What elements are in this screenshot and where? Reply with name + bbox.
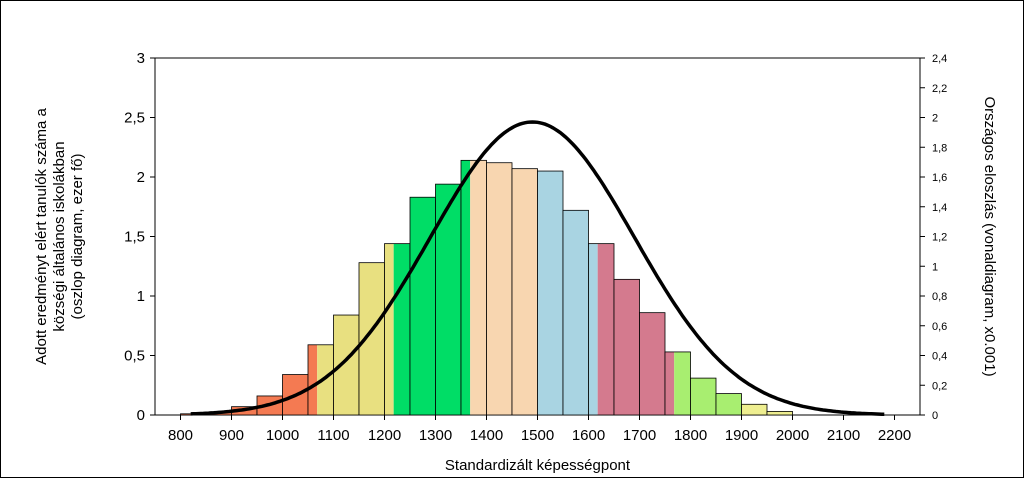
x-tick-label: 1100 bbox=[317, 427, 349, 444]
y2-tick-label: 0,4 bbox=[932, 351, 947, 363]
y-axis-label-line: Adott eredményt elért tanulók száma a bbox=[33, 107, 50, 364]
x-tick-label: 1500 bbox=[521, 427, 554, 444]
y2-tick-label: 2,2 bbox=[932, 83, 947, 95]
bar bbox=[409, 196, 436, 416]
bar bbox=[486, 162, 513, 416]
y-tick-label: 1 bbox=[137, 288, 145, 305]
y2-tick-label: 2 bbox=[932, 113, 938, 125]
x-tick-label: 1000 bbox=[266, 427, 299, 444]
bar bbox=[690, 377, 717, 416]
x-tick-label: 1300 bbox=[419, 427, 452, 444]
y-tick-label: 2,5 bbox=[124, 110, 145, 127]
bar bbox=[384, 243, 411, 416]
y-axis-label-line: (oszlop diagram, ezer fő) bbox=[69, 154, 86, 320]
x-tick-label: 1200 bbox=[368, 427, 401, 444]
y-tick-label: 0,5 bbox=[124, 348, 145, 365]
y2-tick-label: 0,6 bbox=[932, 321, 947, 333]
bar bbox=[639, 312, 666, 416]
y2-axis-label: Országos eloszlás (vonaldiagram, x0.001) bbox=[981, 96, 998, 376]
y-tick-label: 2 bbox=[137, 169, 145, 186]
x-tick-label: 1600 bbox=[572, 427, 605, 444]
x-tick-label: 1400 bbox=[470, 427, 503, 444]
y-tick-label: 3 bbox=[137, 50, 145, 67]
x-tick-label: 1900 bbox=[725, 427, 758, 444]
bar bbox=[562, 209, 589, 416]
bar bbox=[460, 159, 487, 416]
x-tick-label: 1800 bbox=[674, 427, 707, 444]
bar bbox=[715, 393, 742, 416]
axes: 800 900 1000 1100 1200 1300 1400 1500 1600 1700 18… bbox=[124, 50, 947, 444]
distribution-line-layer bbox=[190, 120, 885, 416]
bar bbox=[741, 403, 768, 416]
x-tick-label: 800 bbox=[168, 427, 193, 444]
bar bbox=[537, 170, 564, 416]
x-tick-label: 900 bbox=[219, 427, 244, 444]
x-tick-label: 2200 bbox=[878, 427, 911, 444]
y-tick-label: 0 bbox=[137, 407, 145, 424]
y2-tick-label: 0 bbox=[932, 410, 938, 422]
bar bbox=[664, 351, 691, 416]
y2-tick-label: 1,4 bbox=[932, 202, 947, 214]
bar bbox=[333, 314, 360, 416]
y-axis-label: Adott eredményt elért tanulók száma aköz… bbox=[33, 107, 86, 364]
bar bbox=[766, 411, 793, 416]
y2-tick-label: 1 bbox=[932, 261, 938, 273]
y2-tick-label: 1,8 bbox=[932, 142, 947, 154]
x-tick-label: 1700 bbox=[623, 427, 656, 444]
y-tick-label: 1,5 bbox=[124, 229, 145, 246]
y-axis-label-line: községi általános iskolákban bbox=[51, 141, 68, 331]
bar bbox=[588, 243, 615, 416]
x-tick-label: 2100 bbox=[827, 427, 860, 444]
y2-tick-label: 1,2 bbox=[932, 232, 947, 244]
bar bbox=[613, 278, 640, 416]
x-tick-label: 2000 bbox=[776, 427, 809, 444]
y2-tick-label: 0,8 bbox=[932, 291, 947, 303]
y2-tick-label: 2,4 bbox=[932, 53, 947, 65]
distribution-line bbox=[190, 120, 885, 416]
y2-tick-label: 1,6 bbox=[932, 172, 947, 184]
x-axis-label: Standardizált képességpont bbox=[445, 457, 631, 474]
bar bbox=[511, 168, 538, 416]
y2-tick-label: 0,2 bbox=[932, 380, 947, 392]
